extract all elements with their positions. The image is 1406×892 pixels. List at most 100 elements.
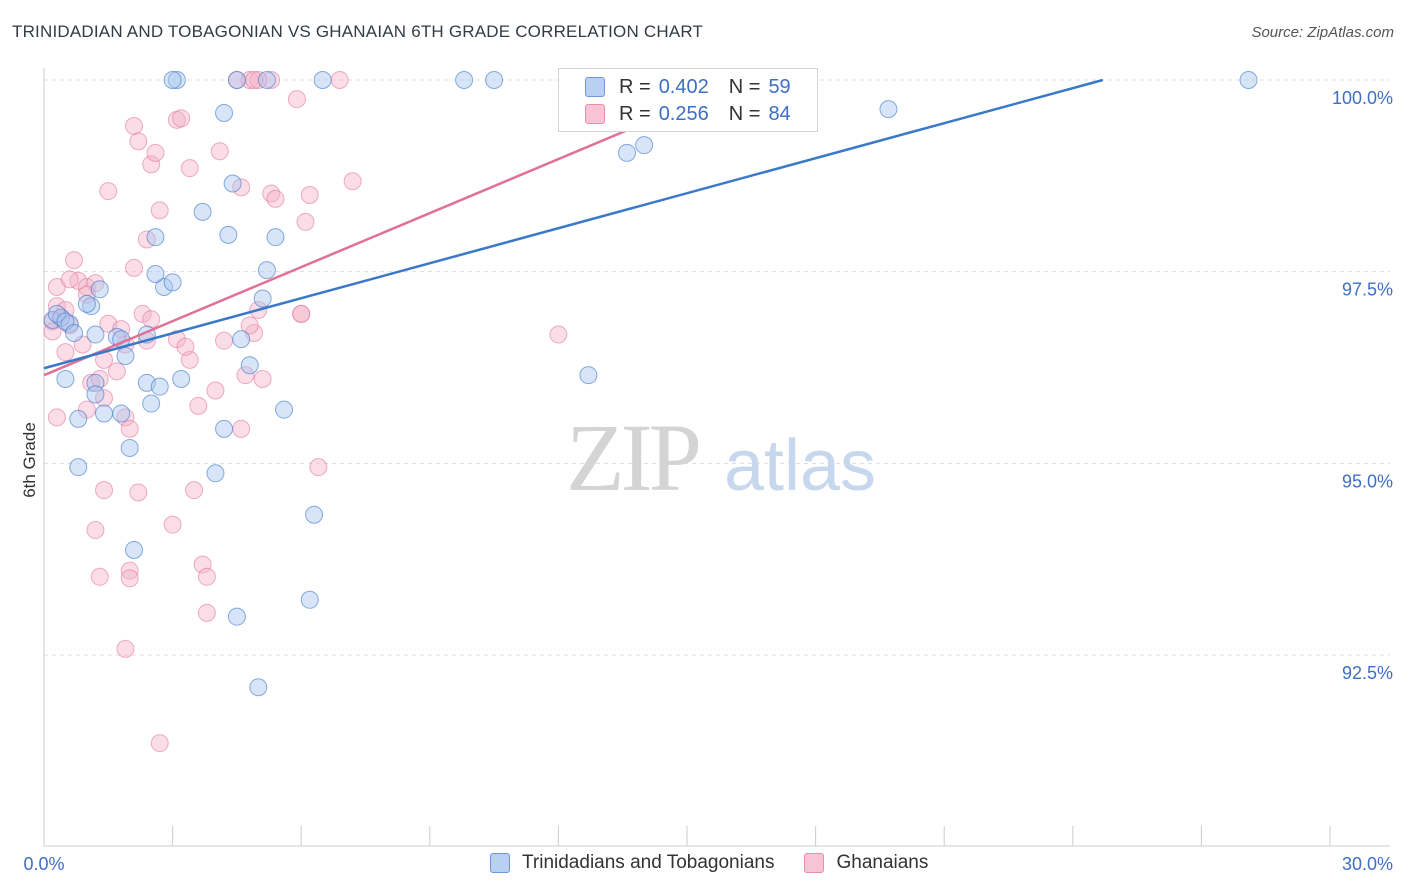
point-ghanaian (549, 325, 568, 344)
legend-row-ghanaians: R = 0.256 N = 84 (585, 101, 791, 127)
x-tick-label: 30.0% (1342, 854, 1393, 874)
point-ghanaian (120, 569, 139, 588)
legend-n-label: N = (728, 75, 761, 98)
point-trinidadian (77, 294, 96, 313)
point-trinidadian (223, 174, 242, 193)
point-ghanaian (125, 117, 144, 135)
point-trinidadian (95, 404, 114, 423)
point-ghanaian (240, 316, 259, 335)
point-ghanaian (82, 373, 101, 392)
point-trinidadian (227, 71, 246, 89)
legend-item-ghanaians[interactable]: Ghanaians (804, 852, 928, 874)
point-trinidadian (455, 71, 474, 89)
point-ghanaian (142, 155, 161, 174)
series-legend: Trinidadians and Tobagonians Ghanaians (490, 852, 958, 874)
point-trinidadian (227, 607, 246, 626)
tick-labels: 92.5% 95.0% 97.5% 100.0% 0.0% 30.0% (23, 88, 1393, 874)
legend-item-trinidadians[interactable]: Trinidadians and Tobagonians (490, 852, 774, 874)
point-trinidadian (313, 71, 332, 89)
point-trinidadian (172, 370, 191, 388)
point-ghanaian (232, 178, 251, 197)
legend-swatch-blue (585, 77, 605, 97)
point-ghanaian (129, 132, 148, 151)
point-trinidadian (215, 419, 234, 438)
stats-legend: R = 0.402 N = 59 R = 0.256 N = 84 (558, 68, 818, 132)
point-ghanaian (197, 567, 216, 586)
trend-line-trinidadians (43, 78, 1104, 370)
legend-r-label: R = (619, 75, 651, 98)
legend-swatch-blue (490, 853, 510, 873)
point-trinidadian (146, 228, 165, 247)
y-tick-label: 92.5% (1342, 663, 1393, 683)
legend-n-value: 84 (768, 102, 791, 125)
point-ghanaian (172, 109, 191, 128)
point-ghanaian (292, 304, 311, 323)
legend-n-label: N = (728, 102, 761, 125)
point-ghanaian (197, 603, 216, 622)
source-label: Source: ZipAtlas.com (1251, 24, 1394, 41)
point-trinidadian (240, 356, 259, 375)
watermark: ZIP atlas (566, 404, 876, 511)
point-ghanaian (116, 639, 135, 658)
axes (43, 68, 1390, 847)
point-trinidadian (249, 678, 268, 697)
point-trinidadian (257, 261, 276, 280)
point-trinidadian (125, 540, 144, 559)
point-trinidadian (112, 404, 131, 423)
point-trinidadian (142, 394, 161, 413)
point-trinidadian (116, 347, 135, 365)
point-ghanaian (142, 310, 161, 329)
point-ghanaian (95, 481, 114, 500)
point-trinidadian (167, 71, 186, 89)
legend-r-value: 0.256 (658, 102, 709, 125)
point-trinidadian (206, 464, 225, 483)
point-ghanaian (60, 270, 79, 289)
point-trinidadian (275, 400, 294, 419)
y-tick-label: 100.0% (1332, 88, 1393, 108)
point-ghanaian (163, 515, 182, 534)
point-ghanaian (107, 362, 126, 381)
series-ghanaians (43, 71, 568, 753)
point-trinidadian (86, 385, 105, 404)
point-trinidadian (485, 71, 504, 89)
legend-r-label: R = (619, 102, 651, 125)
point-ghanaian (129, 483, 148, 502)
point-trinidadian (163, 71, 182, 89)
point-ghanaian (146, 143, 165, 162)
point-ghanaian (253, 370, 272, 388)
series-trinidadians (43, 71, 1258, 697)
point-trinidadian (253, 289, 272, 308)
point-trinidadian (69, 409, 88, 428)
point-trinidadian (86, 325, 105, 344)
point-trinidadian (69, 458, 88, 477)
point-trinidadian (635, 136, 654, 155)
point-trinidadian (617, 143, 636, 162)
point-ghanaian (65, 251, 84, 270)
point-ghanaian (47, 408, 66, 427)
point-ghanaian (150, 734, 169, 753)
point-trinidadian (56, 370, 75, 388)
point-trinidadian (65, 324, 84, 342)
grid-lines (44, 79, 1390, 656)
trend-lines (43, 78, 1104, 377)
point-trinidadian (120, 439, 139, 457)
legend-swatch-pink (804, 853, 825, 873)
point-ghanaian (266, 189, 285, 208)
point-trinidadian (300, 590, 319, 609)
point-ghanaian (206, 381, 225, 400)
point-ghanaian (47, 297, 66, 316)
point-ghanaian (330, 71, 349, 89)
point-trinidadian (257, 71, 276, 89)
point-trinidadian (219, 225, 238, 244)
point-ghanaian (150, 201, 169, 220)
point-trinidadian (90, 280, 109, 299)
legend-n-value: 59 (768, 75, 791, 98)
y-tick-label: 97.5% (1342, 280, 1393, 300)
point-ghanaian (189, 396, 208, 415)
point-ghanaian (300, 186, 319, 204)
legend-label-trinidadians: Trinidadians and Tobagonians (522, 852, 775, 873)
point-trinidadian (193, 202, 212, 221)
point-trinidadian (305, 505, 324, 524)
legend-r-value: 0.402 (658, 75, 709, 98)
point-trinidadian (215, 103, 234, 122)
